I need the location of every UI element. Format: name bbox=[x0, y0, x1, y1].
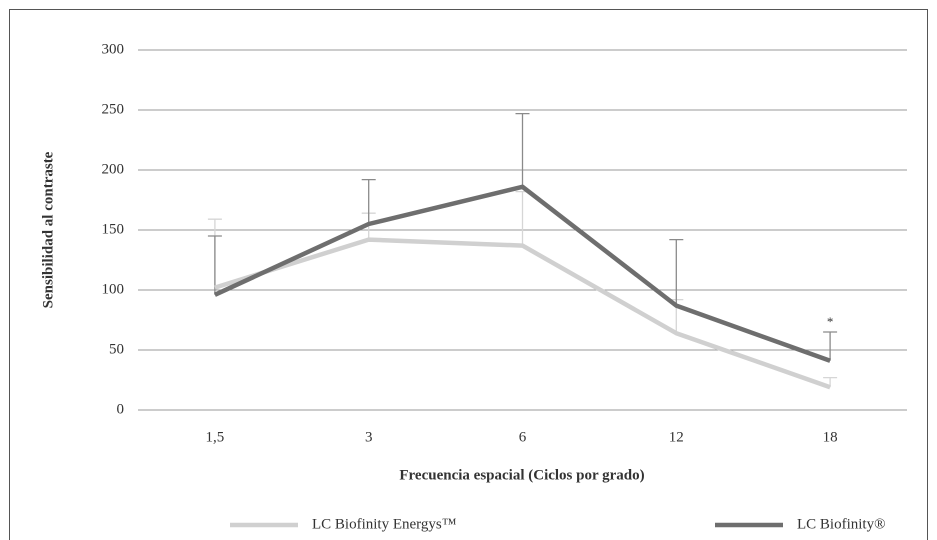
x-tick-label: 6 bbox=[519, 429, 527, 445]
error-bar bbox=[515, 190, 530, 246]
y-tick-label: 0 bbox=[117, 401, 125, 417]
y-tick-label: 200 bbox=[102, 161, 125, 177]
y-axis-label: Sensibilidad al contraste bbox=[40, 151, 56, 308]
y-tick-label: 250 bbox=[102, 101, 125, 117]
y-tick-label: 50 bbox=[109, 341, 124, 357]
error-bar bbox=[823, 331, 838, 361]
error-bar bbox=[207, 235, 222, 295]
series-line bbox=[213, 184, 831, 363]
frame bbox=[9, 9, 928, 540]
x-tick-label: 1,5 bbox=[206, 429, 225, 445]
x-axis-label: Frecuencia espacial (Ciclos por grado) bbox=[399, 467, 644, 483]
series-line bbox=[214, 237, 831, 390]
x-tick-label: 3 bbox=[365, 429, 373, 445]
error-bar bbox=[515, 112, 530, 187]
y-tick-label: 100 bbox=[102, 281, 125, 297]
error-bar bbox=[669, 238, 684, 306]
x-tick-label: 12 bbox=[669, 429, 684, 445]
legend-label: LC Biofinity Energys™ bbox=[312, 516, 457, 532]
error-bar bbox=[361, 178, 376, 224]
annotation: * bbox=[827, 314, 834, 329]
y-tick-label: 150 bbox=[102, 221, 125, 237]
y-tick-label: 300 bbox=[102, 41, 125, 57]
legend-label: LC Biofinity® bbox=[797, 516, 885, 532]
x-tick-label: 18 bbox=[823, 429, 838, 445]
